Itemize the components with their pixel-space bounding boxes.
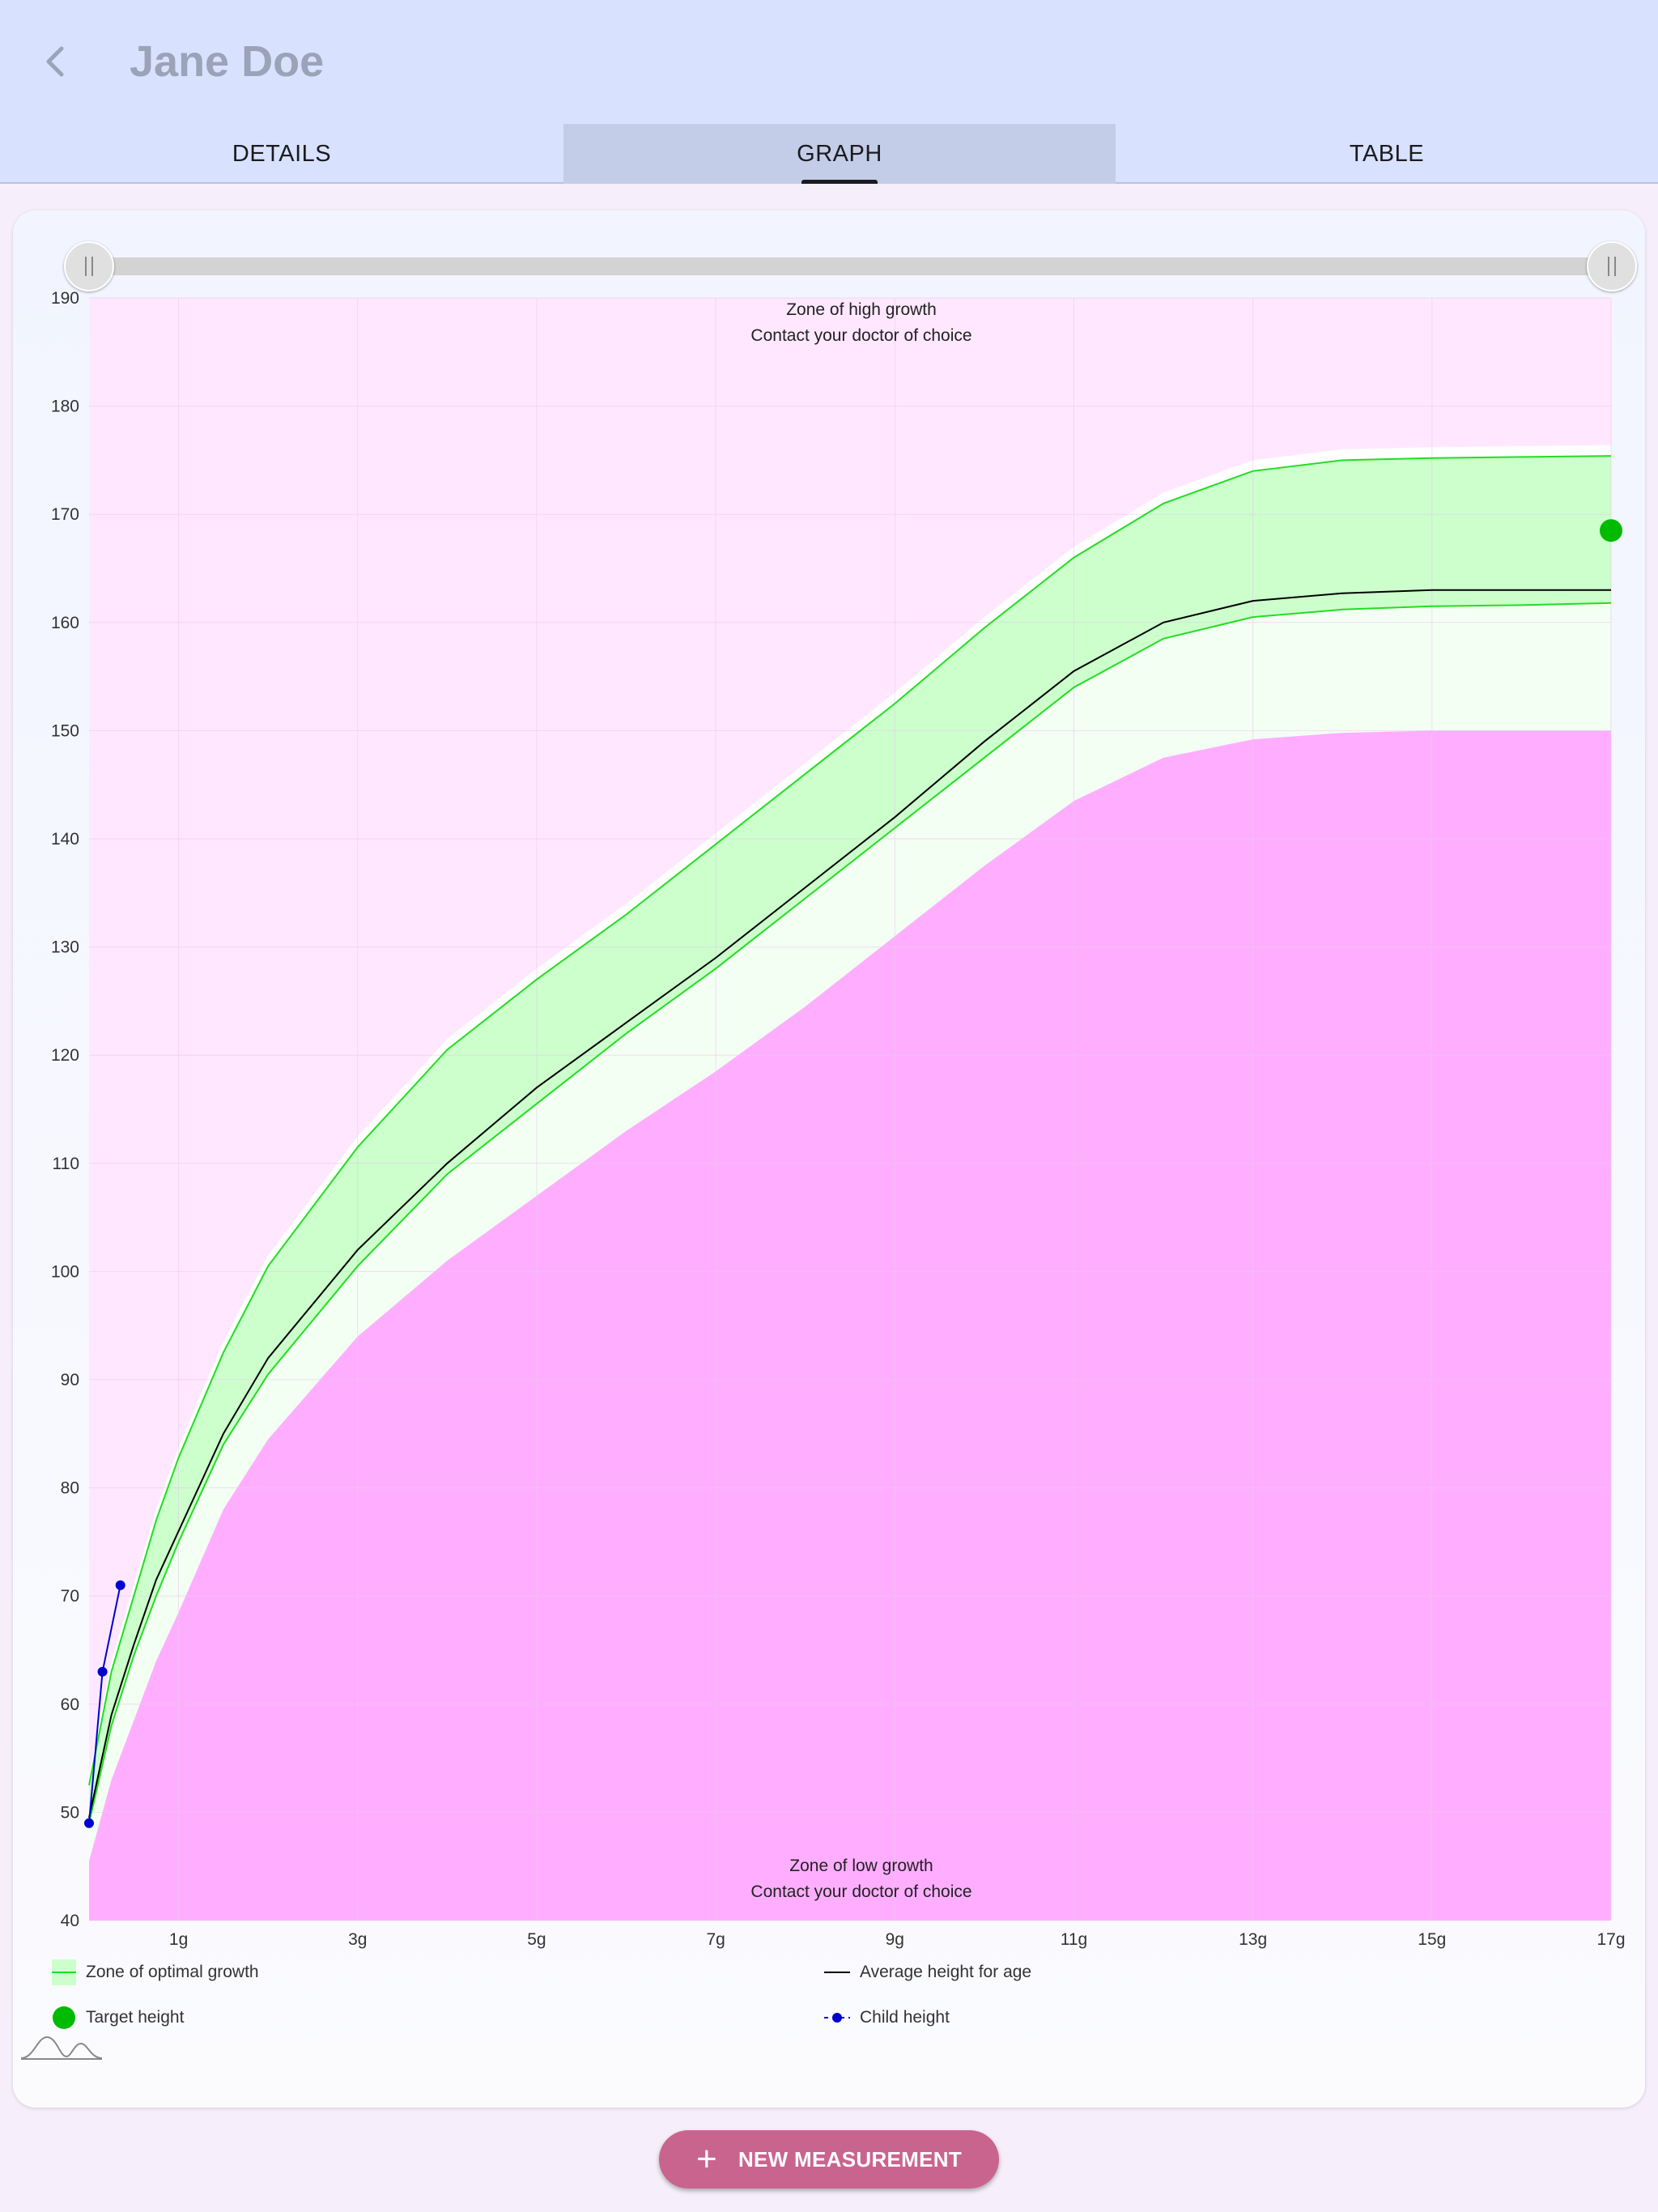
tab-table-label: TABLE: [1349, 140, 1425, 167]
tab-indicator: [801, 180, 878, 184]
dashed-dot-swatch-icon: [824, 2013, 850, 2023]
optimal-upper-line: [88, 455, 1612, 1786]
x-tick-label: 5g: [527, 1930, 546, 1949]
legend-child-height: Child height: [824, 2003, 950, 2032]
y-tick-label: 80: [61, 1479, 79, 1498]
page-title: Jane Doe: [130, 37, 325, 86]
x-tick-label: 15g: [1418, 1930, 1446, 1949]
legend-optimal-growth: Zone of optimal growth: [52, 1958, 259, 1987]
y-tick-label: 180: [51, 398, 79, 416]
y-tick-label: 140: [51, 830, 79, 849]
y-tick-label: 150: [51, 721, 79, 740]
target-height-point: [1600, 519, 1622, 542]
x-tick-label: 17g: [1596, 1930, 1625, 1949]
line-swatch-icon: [824, 1972, 850, 1973]
high-zone-note: Contact your doctor of choice: [750, 326, 971, 345]
legend-label: Child height: [860, 2008, 950, 2027]
tab-bar: DETAILS GRAPH TABLE: [0, 124, 1658, 184]
optimal-lower-line: [88, 602, 1612, 1824]
x-tick-label: 9g: [886, 1930, 904, 1949]
x-tick-label: 3g: [348, 1930, 367, 1949]
y-tick-label: 60: [61, 1695, 79, 1714]
child-height-point: [84, 1818, 94, 1828]
tab-table[interactable]: TABLE: [1116, 124, 1658, 184]
distribution-curve-icon: [20, 2035, 103, 2060]
y-tick-label: 90: [61, 1371, 79, 1389]
new-measurement-button[interactable]: + NEW MEASUREMENT: [659, 2130, 999, 2189]
tab-details[interactable]: DETAILS: [0, 124, 563, 184]
dot-swatch-icon: [53, 2006, 75, 2029]
low-growth-zone: [89, 730, 1611, 1921]
x-tick-label: 1g: [169, 1930, 188, 1949]
legend-target-height: Target height: [52, 2003, 184, 2032]
age-range-start-handle[interactable]: [64, 241, 114, 291]
y-tick-label: 50: [61, 1803, 79, 1822]
legend-label: Zone of optimal growth: [86, 1963, 259, 1981]
x-tick-label: 7g: [706, 1930, 725, 1949]
low-zone-title: Zone of low growth: [789, 1857, 933, 1875]
low-zone-note: Contact your doctor of choice: [750, 1882, 971, 1901]
back-button[interactable]: [29, 29, 81, 94]
legend-average-height: Average height for age: [824, 1958, 1031, 1987]
y-tick-label: 160: [51, 614, 79, 632]
chevron-left-icon: [46, 46, 64, 77]
y-tick-label: 170: [51, 505, 79, 524]
age-range-end-handle[interactable]: [1587, 241, 1637, 291]
plus-icon: +: [695, 2139, 717, 2179]
tab-graph[interactable]: GRAPH: [563, 124, 1116, 184]
average-height-line: [88, 589, 1611, 1819]
top-app-bar: Jane Doe DETAILS GRAPH TABLE: [0, 0, 1658, 184]
child-height-point: [115, 1580, 125, 1590]
age-range-slider-track[interactable]: [89, 257, 1611, 275]
tab-details-label: DETAILS: [232, 140, 332, 167]
x-tick-label: 11g: [1061, 1930, 1087, 1949]
high-zone-title: Zone of high growth: [786, 300, 937, 319]
optimal-growth-zone: [89, 456, 1611, 1823]
y-tick-label: 70: [61, 1587, 79, 1606]
grip-icon: [85, 257, 93, 276]
y-tick-label: 190: [51, 289, 79, 308]
x-tick-label: 13g: [1239, 1930, 1267, 1949]
legend-label: Target height: [86, 2008, 185, 2027]
band-swatch-icon: [52, 1959, 76, 1985]
y-tick-label: 130: [51, 938, 79, 957]
legend-label: Average height for age: [860, 1963, 1032, 1981]
y-tick-label: 40: [61, 1912, 79, 1930]
grip-icon: [1608, 257, 1616, 276]
y-tick-label: 120: [51, 1046, 79, 1065]
child-height-point: [97, 1666, 108, 1677]
y-tick-label: 110: [53, 1155, 79, 1173]
y-tick-label: 100: [51, 1262, 79, 1281]
tab-graph-label: GRAPH: [797, 140, 882, 167]
new-measurement-label: NEW MEASUREMENT: [738, 2146, 963, 2172]
